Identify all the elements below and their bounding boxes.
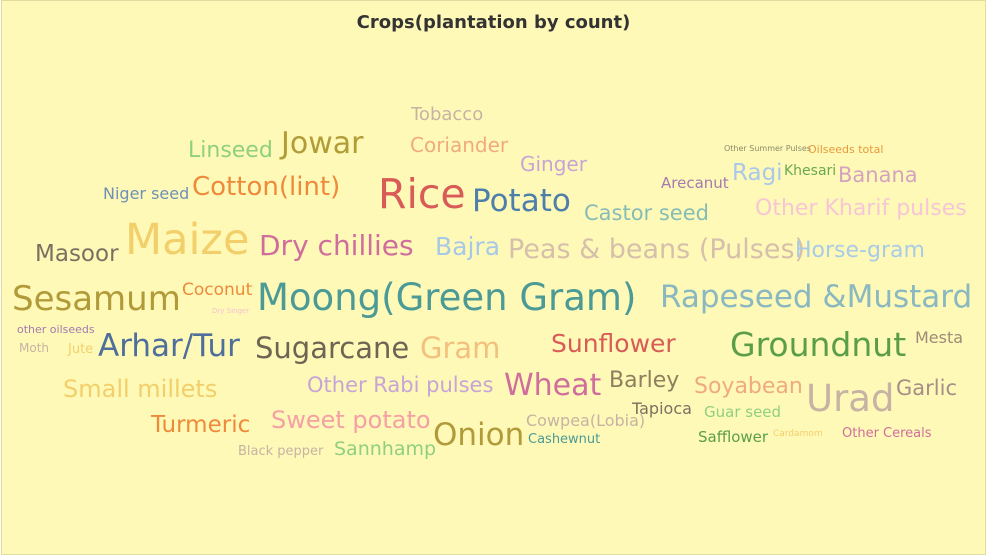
word-tapioca: Tapioca (632, 399, 692, 418)
word-black-pepper: Black pepper (238, 444, 324, 459)
word-rice: Rice (378, 170, 466, 218)
word-mesta: Mesta (915, 328, 964, 347)
word-maize: Maize (125, 215, 250, 265)
word-castor-seed: Castor seed (584, 201, 709, 225)
word-bajra: Bajra (435, 232, 501, 261)
word-linseed: Linseed (188, 138, 273, 163)
word-moth: Moth (19, 341, 50, 355)
word-jowar: Jowar (281, 126, 364, 161)
word-small-millets: Small millets (63, 375, 218, 403)
word-rapeseed-mustard: Rapeseed &Mustard (660, 279, 973, 315)
word-tobacco: Tobacco (411, 104, 484, 125)
word-cowpea-lobia: Cowpea(Lobia) (526, 411, 646, 430)
word-garlic: Garlic (896, 376, 957, 400)
word-coriander: Coriander (410, 133, 509, 157)
word-masoor: Masoor (35, 241, 119, 267)
word-sesamum: Sesamum (12, 279, 181, 319)
word-groundnut: Groundnut (730, 325, 907, 364)
word-turmeric: Turmeric (151, 412, 251, 438)
word-other-oilseeds: other oilseeds (17, 323, 95, 336)
word-cashewnut: Cashewnut (528, 432, 601, 447)
word-arhar-tur: Arhar/Tur (98, 328, 240, 364)
word-sweet-potato: Sweet potato (271, 406, 431, 434)
word-other-summer-pulses: Other Summer Pulses (724, 144, 811, 153)
word-jute: Jute (68, 342, 94, 357)
word-oilseeds-total: Oilseeds total (808, 143, 884, 156)
word-coconut: Coconut (182, 280, 253, 300)
word-horse-gram: Horse-gram (795, 238, 925, 263)
word-urad: Urad (806, 377, 895, 420)
word-other-cereals: Other Cereals (842, 426, 932, 441)
word-barley: Barley (609, 368, 680, 393)
word-onion: Onion (433, 417, 525, 453)
word-arecanut: Arecanut (661, 174, 729, 192)
chart-title: Crops(plantation by count) (356, 12, 631, 33)
word-moong-green-gram: Moong(Green Gram) (257, 276, 637, 319)
word-other-rabi-pulses: Other Rabi pulses (307, 373, 494, 397)
word-dry-singer: Dry Singer (212, 307, 250, 315)
word-ginger: Ginger (520, 152, 587, 176)
word-niger-seed: Niger seed (103, 184, 190, 203)
word-sannhamp: Sannhamp (334, 438, 437, 460)
word-banana: Banana (838, 163, 918, 187)
word-other-kharif-pulses: Other Kharif pulses (755, 196, 967, 221)
word-dry-chillies: Dry chillies (259, 229, 414, 262)
word-peas-beans-pulses: Peas & beans (Pulses) (508, 234, 806, 265)
word-wheat: Wheat (504, 368, 602, 403)
word-guar-seed: Guar seed (704, 403, 782, 421)
word-ragi: Ragi (732, 160, 783, 186)
word-cotton-lint: Cotton(lint) (192, 172, 341, 202)
word-khesari: Khesari (784, 163, 837, 179)
word-sugarcane: Sugarcane (255, 331, 410, 365)
word-soyabean: Soyabean (694, 374, 803, 399)
word-potato: Potato (472, 183, 571, 219)
word-sunflower: Sunflower (551, 329, 676, 358)
word-gram: Gram (420, 331, 501, 365)
word-cardamom: Cardamom (773, 429, 823, 439)
word-safflower: Safflower (698, 428, 769, 446)
